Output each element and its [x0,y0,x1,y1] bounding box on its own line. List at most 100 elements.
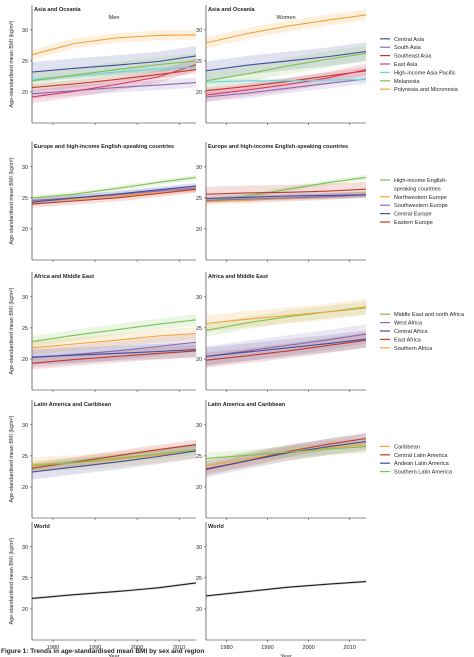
column-header: Men [109,15,120,21]
series-line [31,449,197,467]
x-tick-label: 2000 [131,645,143,651]
series-line [205,14,367,44]
y-tick-label: 30 [196,423,202,429]
legend-label: Southern Latin America [394,470,453,476]
panel-title: Africa and Middle East [208,274,268,280]
series-line [205,188,367,195]
panel-women-2: Africa and Middle East 20 25 30 [196,272,367,392]
series-line [205,51,367,72]
panel-title: World [208,524,224,530]
panel-title: Asia and Oceania [34,7,82,13]
legend-label: speaking countries [394,186,441,192]
y-tick-label: 20 [196,485,202,491]
panel-title: Asia and Oceania [208,7,256,13]
panel-men-3: Latin America and Caribbean 20 25 30 [22,400,197,520]
y-tick-label: 30 [22,295,28,301]
series-line [205,78,367,98]
y-tick-label: 30 [22,545,28,551]
series-line [205,446,367,459]
panel-men-1: Europe and high-income English-speaking … [22,142,197,262]
series-band [32,65,196,92]
legend-label: Northwestern Europe [394,195,447,201]
legend: Caribbean Central Latin America Andean Lat… [380,444,453,476]
y-tick-label: 20 [22,227,28,233]
legend-label: East Africa [394,337,422,343]
legend-label: Eastern Europe [394,220,433,226]
y-tick-label: 30 [22,423,28,429]
y-tick-label: 20 [22,90,28,96]
series-band [206,332,366,368]
panel-men-2: Africa and Middle East 20 25 30 [22,272,197,392]
x-tick-label: 1980 [47,645,59,651]
series-line [31,188,197,205]
figure-caption: Figure 1: Trends in age-standardised mea… [1,648,205,655]
column-header: Women [276,15,295,21]
y-tick-label: 25 [196,196,202,202]
y-tick-label: 25 [22,59,28,65]
y-axis-title: Age-standardised mean BMI (kg/m²) [9,537,15,624]
panel-women-3: Latin America and Caribbean 20 25 30 [196,400,367,520]
panel-women-4: World 20 25 30 1980 1990 2000 2010 Year [196,522,367,657]
series-line [205,194,367,200]
series-band [206,73,366,102]
series-line [31,60,197,82]
x-axis-title: Year [280,654,291,657]
x-tick-label: 1990 [89,645,101,651]
y-tick-label: 30 [22,28,28,34]
legend-label: Polynesia and Micronesia [394,87,459,93]
y-tick-label: 25 [22,454,28,460]
panel-title: Europe and high-income English-speaking … [208,144,348,150]
y-tick-label: 25 [196,454,202,460]
series-line [31,450,197,473]
series-band [206,63,366,102]
panel-title: World [34,524,50,530]
legend-label: Central Asia [394,37,425,43]
legend-label: Central Europe [394,212,432,218]
y-tick-label: 20 [196,227,202,233]
series-band [32,314,196,348]
series-line [205,70,367,92]
x-tick-label: 2000 [302,645,314,651]
series-band [32,444,196,471]
y-tick-label: 20 [22,607,28,613]
series-line [205,78,367,83]
series-line [205,52,367,82]
legend: Middle East and north Africa West Africa C… [380,312,465,352]
legend-label: East Asia [394,62,418,68]
legend-label: Melanesia [394,79,420,85]
y-tick-label: 25 [196,576,202,582]
y-tick-label: 25 [22,576,28,582]
legend-label: South Asia [394,45,422,51]
series-line [31,582,197,599]
legend-label: High-income Asia Pacific [394,70,456,76]
series-line [31,349,197,358]
series-line [205,69,367,96]
series-line [31,82,197,95]
series-band [32,332,196,367]
x-tick-label: 1980 [220,645,232,651]
x-tick-label: 1990 [261,645,273,651]
y-tick-label: 30 [196,545,202,551]
panel-title: Latin America and Caribbean [208,402,286,408]
y-tick-label: 20 [196,607,202,613]
panel-title: Latin America and Caribbean [34,402,112,408]
y-tick-label: 20 [22,485,28,491]
panel-men-0: Asia and Oceania Men 20 25 30 [22,5,197,125]
y-tick-label: 25 [196,326,202,332]
legend-label: Southwestern Europe [394,203,448,209]
panel-title: Africa and Middle East [34,274,94,280]
y-tick-label: 30 [196,295,202,301]
series-line [31,34,197,56]
legend-label: Central Africa [394,329,428,335]
y-axis-title: Age-standardised mean BMI (kg/m²) [9,415,15,502]
y-tick-label: 30 [22,165,28,171]
y-axis-title: Age-standardised mean BMI (kg/m²) [9,20,15,107]
legend-label: Andean Latin America [394,461,450,467]
y-tick-label: 25 [22,196,28,202]
panel-men-4: World 20 25 30 1980 1990 2000 2010 Year [22,522,197,657]
series-line [205,333,367,358]
series-line [31,176,197,199]
y-tick-label: 25 [22,326,28,332]
series-line [31,64,197,98]
x-tick-label: 2010 [343,645,355,651]
